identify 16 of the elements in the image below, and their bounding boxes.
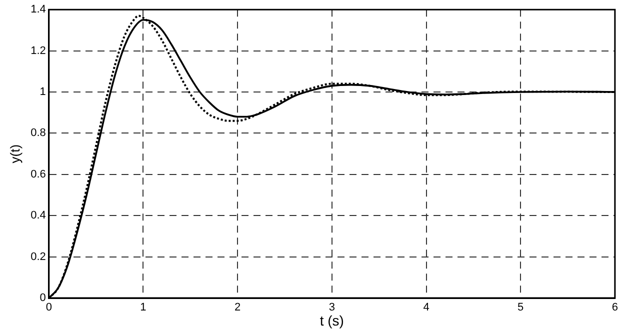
x-tick-label: 3 — [328, 302, 335, 314]
x-tick-label: 6 — [612, 302, 618, 314]
y-tick-label: 0.2 — [30, 250, 46, 263]
y-tick-label: 0.8 — [30, 127, 46, 140]
y-axis-title: y(t) — [7, 144, 22, 164]
y-tick-label: 1.2 — [30, 44, 46, 57]
x-tick-label: 5 — [518, 302, 524, 314]
x-axis-title: t (s) — [320, 312, 344, 328]
y-tick-label: 1.4 — [30, 4, 46, 16]
x-tick-label: 1 — [140, 302, 146, 314]
x-tick-label: 4 — [423, 302, 430, 314]
y-tick-label: 0.4 — [30, 210, 46, 222]
y-tick-label: 1 — [40, 86, 46, 98]
y-tick-label: 0.6 — [30, 168, 46, 180]
x-tick-label: 2 — [234, 302, 241, 314]
y-tick-label: 0 — [40, 292, 46, 304]
